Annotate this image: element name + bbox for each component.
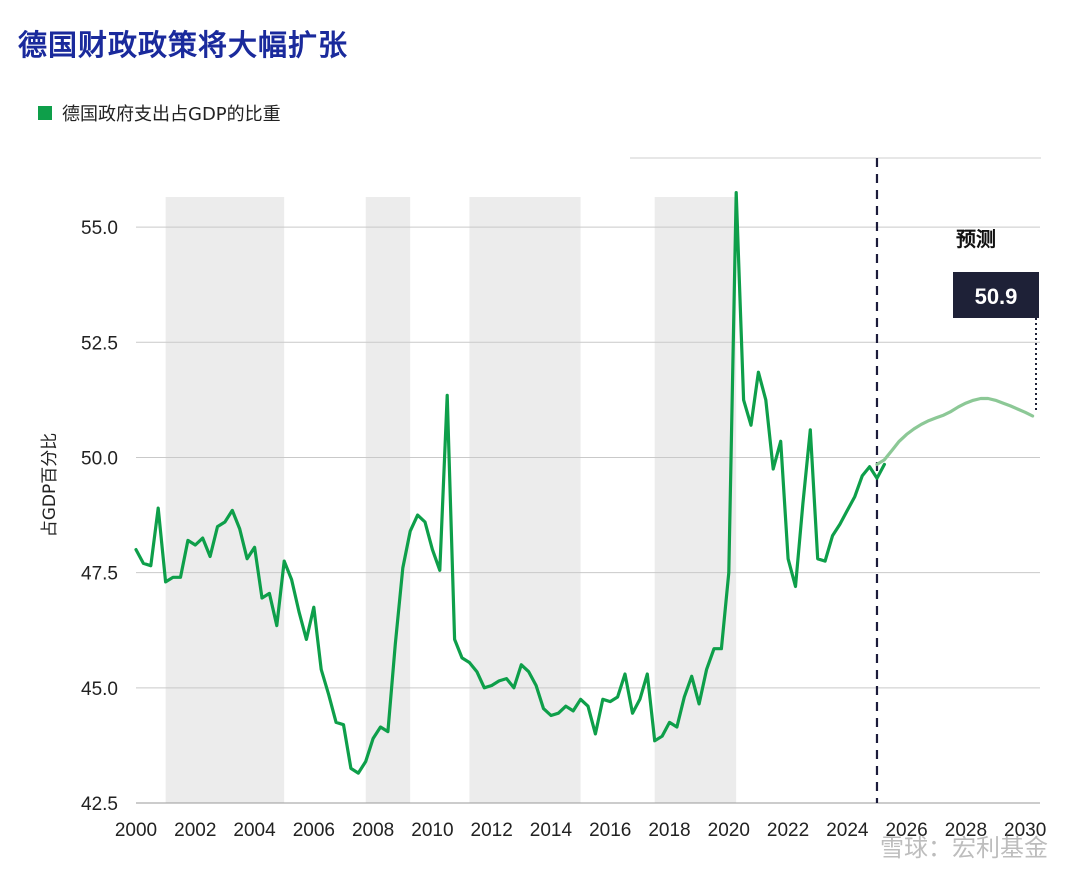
x-tick-label: 2026 (885, 820, 927, 841)
x-tick-label: 2016 (589, 820, 631, 841)
x-tick-label: 2022 (767, 820, 809, 841)
x-tick-label: 2018 (648, 820, 690, 841)
x-tick-label: 2014 (530, 820, 573, 841)
shaded-period-2 (469, 197, 581, 803)
y-tick-label: 50.0 (81, 448, 118, 469)
forecast-label: 预测 (956, 227, 996, 251)
data-series (134, 191, 1035, 775)
x-tick-label: 2012 (471, 820, 513, 841)
legend: 德国政府支出占GDP的比重 (38, 100, 281, 126)
x-tick-label: 2002 (174, 820, 216, 841)
forecast-value: 50.9 (975, 284, 1018, 309)
x-tick-label: 2010 (411, 820, 453, 841)
historical-series-line (134, 191, 887, 775)
y-axis-label: 占GDP百分比 (40, 433, 60, 538)
y-tick-labels: 42.5 45.0 47.5 50.0 52.5 55.0 (81, 218, 118, 815)
y-tick-label: 55.0 (81, 218, 118, 239)
watermark: 雪球：宏利基金 (880, 834, 1048, 862)
x-tick-label: 2008 (352, 820, 394, 841)
gridlines (136, 226, 1040, 804)
x-tick-label: 2028 (945, 820, 987, 841)
chart-title: 德国财政政策将大幅扩张 (18, 28, 349, 62)
shaded-period-1 (365, 197, 411, 803)
y-tick-label: 42.5 (81, 794, 118, 815)
shaded-period-3 (654, 197, 737, 803)
x-tick-labels: 2000 2002 2004 2006 2008 2010 2012 2014 2016 2018… (115, 820, 1046, 841)
x-tick-label: 2000 (115, 820, 157, 841)
x-tick-label: 2030 (1004, 820, 1046, 841)
forecast-value-box (953, 272, 1039, 318)
x-tick-label: 2024 (826, 820, 869, 841)
legend-swatch (38, 106, 52, 120)
y-tick-label: 52.5 (81, 333, 118, 354)
y-tick-label: 45.0 (81, 679, 118, 700)
shaded-periods (165, 197, 737, 803)
shaded-period-0 (165, 197, 285, 803)
y-tick-label: 47.5 (81, 564, 118, 585)
x-tick-label: 2006 (293, 820, 335, 841)
x-tick-label: 2020 (708, 820, 750, 841)
legend-label: 德国政府支出占GDP的比重 (62, 104, 281, 125)
forecast-series-line (875, 396, 1035, 466)
x-tick-label: 2004 (233, 820, 276, 841)
